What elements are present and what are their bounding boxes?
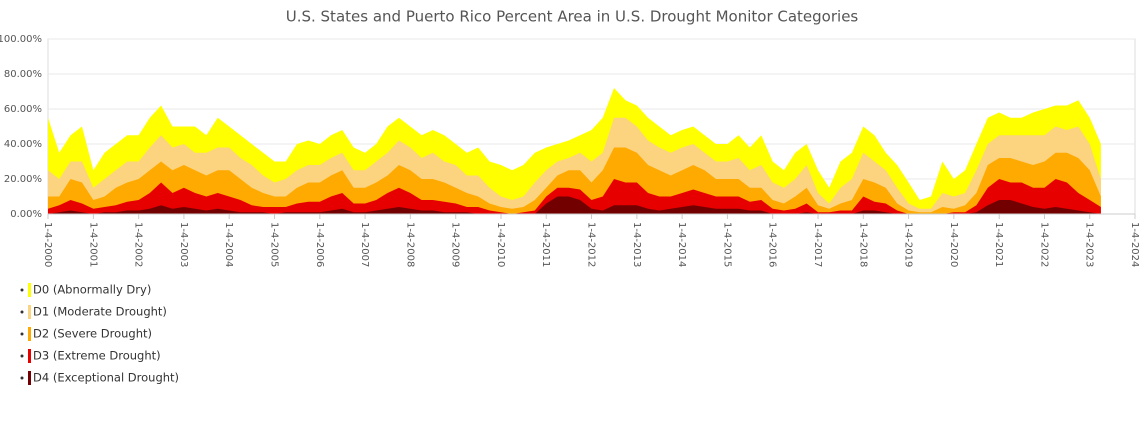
x-tick-label: 1-4-2020 xyxy=(948,222,959,267)
x-tick-label: 1-4-2000 xyxy=(42,222,53,267)
x-tick-label: 1-4-2018 xyxy=(857,222,868,267)
legend-bullet xyxy=(20,288,24,292)
x-tick-label: 1-4-2006 xyxy=(314,222,325,267)
legend-label: D0 (Abnormally Dry) xyxy=(33,283,151,297)
y-tick-label: 60.00% xyxy=(4,104,42,115)
x-tick-label: 1-4-2011 xyxy=(540,222,551,267)
y-tick-label: 20.00% xyxy=(4,174,42,185)
legend-label: D1 (Moderate Drought) xyxy=(33,305,167,319)
legend-swatch xyxy=(28,349,31,363)
y-tick-label: 100.00% xyxy=(0,34,42,45)
legend-swatch xyxy=(28,283,31,297)
legend-bullet xyxy=(20,332,24,336)
x-tick-label: 1-4-2017 xyxy=(812,222,823,267)
y-tick-label: 40.00% xyxy=(4,139,42,150)
legend-label: D3 (Extreme Drought) xyxy=(33,349,161,363)
x-tick-label: 1-4-2021 xyxy=(993,222,1004,267)
y-tick-label: 80.00% xyxy=(4,69,42,80)
x-tick-label: 1-4-2024 xyxy=(1129,222,1140,267)
x-tick-label: 1-4-2019 xyxy=(903,222,914,267)
legend-bullet xyxy=(20,310,24,314)
area xyxy=(48,196,1101,214)
legend-bullet xyxy=(20,354,24,358)
legend-label: D2 (Severe Drought) xyxy=(33,327,152,341)
x-tick-label: 1-4-2022 xyxy=(1038,222,1049,267)
legend-label: D4 (Exceptional Drought) xyxy=(33,371,179,385)
area xyxy=(48,147,1101,214)
x-tick-label: 1-4-2004 xyxy=(223,222,234,267)
x-tick-label: 1-4-2005 xyxy=(269,222,280,267)
x-tick-label: 1-4-2015 xyxy=(721,222,732,267)
x-tick-label: 1-4-2003 xyxy=(178,222,189,267)
x-tick-label: 1-4-2002 xyxy=(133,222,144,267)
x-tick-label: 1-4-2010 xyxy=(495,222,506,267)
legend-bullet xyxy=(20,376,24,380)
x-tick-label: 1-4-2001 xyxy=(87,222,98,267)
legend-swatch xyxy=(28,327,31,341)
y-tick-label: 0.00% xyxy=(10,209,42,220)
x-tick-label: 1-4-2012 xyxy=(586,222,597,267)
x-tick-label: 1-4-2009 xyxy=(450,222,461,267)
area xyxy=(48,179,1101,214)
x-tick-label: 1-4-2014 xyxy=(676,222,687,267)
legend-swatch xyxy=(28,371,31,385)
x-tick-label: 1-4-2008 xyxy=(404,222,415,267)
x-tick-label: 1-4-2007 xyxy=(359,222,370,267)
x-tick-label: 1-4-2016 xyxy=(767,222,778,267)
chart-title: U.S. States and Puerto Rico Percent Area… xyxy=(286,8,859,26)
x-tick-label: 1-4-2023 xyxy=(1084,222,1095,267)
x-tick-label: 1-4-2013 xyxy=(631,222,642,267)
legend-swatch xyxy=(28,305,31,319)
